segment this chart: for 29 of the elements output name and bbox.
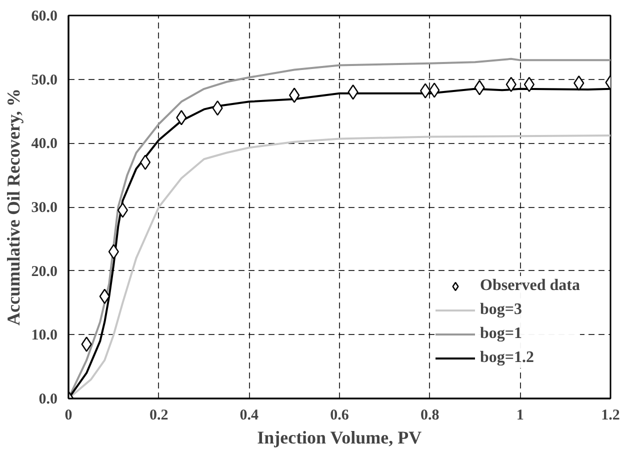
point: [140, 154, 151, 170]
y-tick-label: 50.0: [31, 72, 58, 88]
x-tick-label: 0.4: [240, 408, 260, 424]
point: [420, 83, 431, 98]
y-tick-label: 60.0: [31, 8, 58, 24]
legend-label: bog=1.2: [480, 349, 534, 367]
y-tick-label: 20.0: [31, 264, 58, 280]
point: [117, 202, 128, 218]
point: [289, 88, 300, 103]
point: [429, 82, 440, 98]
x-tick-label: 0: [64, 408, 72, 424]
x-tick-label: 0.8: [420, 408, 440, 424]
x-tick-label: 0.6: [330, 408, 350, 424]
y-axis-title: Accumulative Oil Recovery, %: [3, 88, 24, 326]
legend-label: bog=3: [480, 301, 522, 319]
x-tick-label: 1.2: [601, 408, 620, 424]
y-tick-label: 10.0: [31, 328, 58, 344]
point: [108, 244, 119, 260]
legend-label: Observed data: [480, 277, 580, 295]
y-tick-label: 40.0: [31, 136, 58, 152]
point: [574, 76, 584, 91]
point: [524, 76, 535, 92]
x-tick-label: 0.2: [149, 408, 168, 424]
point: [81, 336, 92, 352]
x-axis-title: Injection Volume, PV: [257, 428, 422, 448]
legend-label: bog=1: [480, 325, 522, 343]
y-tick-label: 0.0: [38, 392, 58, 408]
x-tick-label: 1: [516, 408, 524, 424]
y-tick-label: 30.0: [31, 200, 58, 216]
